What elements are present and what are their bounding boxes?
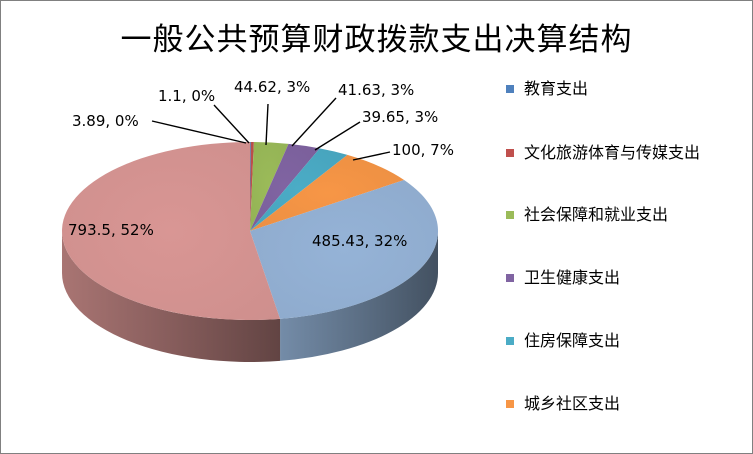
pie-side-walls <box>62 231 438 362</box>
data-label-3: 41.63, 3% <box>338 81 414 99</box>
legend-swatch <box>506 274 514 282</box>
legend-label: 文化旅游体育与传媒支出 <box>524 143 701 162</box>
leader-line-4 <box>314 121 361 151</box>
pie-slice-5 <box>250 154 405 231</box>
legend-swatch <box>506 149 514 157</box>
pie-slice-6 <box>250 180 438 319</box>
pie-top <box>62 142 438 320</box>
pie-slice-1 <box>250 142 254 231</box>
legend-swatch <box>506 211 514 219</box>
legend-label: 住房保障支出 <box>524 331 621 350</box>
legend-label: 城乡社区支出 <box>524 394 621 413</box>
leader-line-1 <box>151 120 247 144</box>
leader-line-0 <box>213 104 250 144</box>
legend-label: 社会保障和就业支出 <box>524 205 669 224</box>
leader-line-2 <box>265 103 269 146</box>
legend-swatch <box>506 400 514 408</box>
data-label-2: 44.62, 3% <box>234 78 310 96</box>
data-label-5: 100, 7% <box>392 141 454 159</box>
pie-slice-side <box>280 231 438 361</box>
pie-slice-4 <box>250 148 348 231</box>
leader-line-5 <box>352 151 391 161</box>
pie-slice-2 <box>250 142 289 231</box>
legend-swatch <box>506 337 514 345</box>
legend-label: 教育支出 <box>524 79 589 98</box>
pie-slice-0 <box>250 142 251 231</box>
pie-slice-side <box>62 231 281 362</box>
data-label-0: 1.1, 0% <box>158 87 215 105</box>
chart-title: 一般公共预算财政拨款支出决算结构 <box>120 22 633 58</box>
data-label-1: 3.89, 0% <box>72 112 139 130</box>
data-label-7: 793.5, 52% <box>68 221 154 239</box>
legend-label: 卫生健康支出 <box>524 268 621 287</box>
data-label-6: 485.43, 32% <box>312 232 407 250</box>
pie-slice-7 <box>62 142 281 320</box>
pie-slice-3 <box>250 143 320 231</box>
data-label-4: 39.65, 3% <box>362 108 438 126</box>
leader-line-3 <box>291 97 337 147</box>
data-labels: 1.1, 0% 3.89, 0% 44.62, 3% 41.63, 3% 39.65, … <box>68 78 454 250</box>
legend-swatch <box>506 85 514 93</box>
